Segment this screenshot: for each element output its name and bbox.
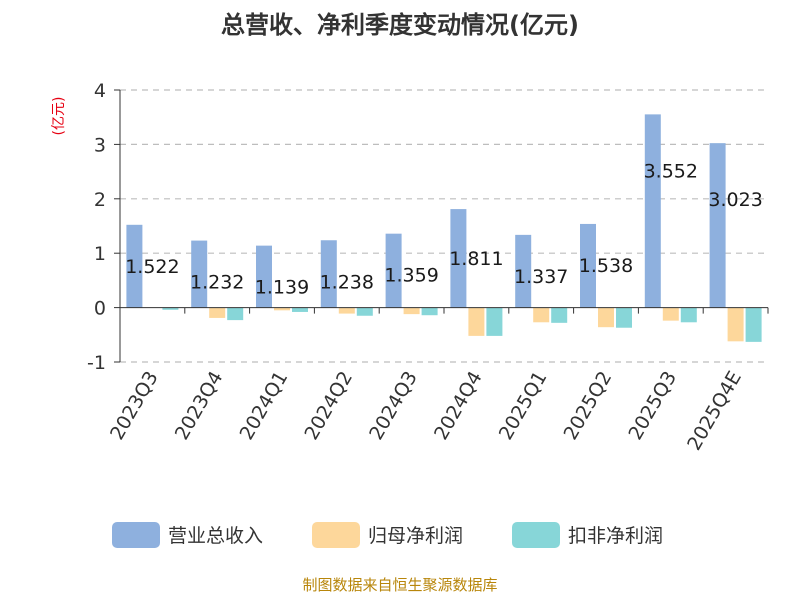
y-tick-label: 1 [94,243,106,265]
legend-label: 归母净利润 [368,525,463,547]
y-tick-label: -1 [87,352,106,374]
data-label: 1.238 [320,271,374,293]
bar-2025Q2-归母净利润 [598,307,614,328]
data-label: 1.359 [384,265,438,287]
bar-2025Q1-扣非净利润 [551,307,568,323]
bar-2025Q1-营业总收入 [515,234,532,308]
bar-2025Q2-扣非净利润 [616,307,632,328]
x-tick-label: 2025Q2 [560,368,617,444]
y-tick-label: 2 [94,189,106,211]
data-label: 1.337 [514,266,568,288]
x-tick-label: 2024Q2 [300,368,357,444]
bar-2023Q4-营业总收入 [191,240,208,308]
bar-2025Q3-归母净利润 [662,307,679,321]
bar-2024Q3-扣非净利润 [421,307,438,316]
y-tick-label: 4 [94,80,106,102]
legend-label: 营业总收入 [168,525,263,547]
bar-2024Q4-营业总收入 [450,209,467,308]
x-tick-label: 2023Q4 [171,368,228,444]
bars [126,114,762,342]
bar-2023Q3-扣非净利润 [162,307,179,310]
y-tick-label: 0 [94,298,106,320]
bar-2025Q4E-归母净利润 [727,307,744,342]
x-tick-label: 2023Q3 [106,368,163,444]
data-label: 1.232 [190,272,244,294]
bar-2024Q1-归母净利润 [274,307,290,311]
bar-2023Q4-扣非净利润 [227,307,244,321]
bar-2025Q1-归母净利润 [533,307,550,323]
bar-2024Q2-扣非净利润 [356,307,373,316]
data-label: 1.538 [579,255,633,277]
bar-2025Q3-营业总收入 [644,114,661,308]
legend-swatch [312,522,360,548]
bar-2024Q3-营业总收入 [385,233,402,308]
bar-2025Q2-营业总收入 [580,223,596,308]
bar-2023Q4-归母净利润 [209,307,226,318]
legend-swatch [512,522,560,548]
legend: 营业总收入 归母净利润 扣非净利润 [112,522,663,548]
legend-swatch [112,522,160,548]
data-label: 3.023 [708,189,762,211]
bar-2025Q4E-营业总收入 [709,143,726,308]
bar-2024Q2-归母净利润 [338,307,355,314]
source-note: 制图数据来自恒生聚源数据库 [302,576,497,594]
x-tick-label: 2024Q1 [236,368,293,444]
bar-2023Q3-营业总收入 [126,224,143,308]
legend-item-营业总收入: 营业总收入 [112,522,263,548]
x-tick-label: 2025Q4E [683,368,746,455]
y-axis-label: (亿元) [51,97,67,136]
chart-title: 总营收、净利季度变动情况(亿元) [221,11,579,39]
bar-2024Q4-扣非净利润 [486,307,503,336]
bar-2024Q1-扣非净利润 [292,307,308,312]
data-label: 3.552 [644,160,698,182]
x-tick-label: 2025Q1 [495,368,552,444]
x-tick-label: 2024Q4 [430,368,487,444]
legend-item-扣非净利润: 扣非净利润 [512,522,663,548]
bar-2025Q4E-扣非净利润 [745,307,762,342]
legend-item-归母净利润: 归母净利润 [312,522,463,548]
bar-2024Q3-归母净利润 [403,307,420,315]
grid [120,89,768,363]
legend-label: 扣非净利润 [568,525,663,547]
x-tick-label: 2025Q3 [624,368,681,444]
x-tick-label: 2024Q3 [365,368,422,444]
data-label: 1.811 [449,248,503,270]
bar-2024Q1-营业总收入 [256,245,272,308]
bar-2024Q4-归母净利润 [468,307,485,336]
data-label: 1.522 [125,256,179,278]
data-label: 1.139 [255,277,309,299]
bar-2024Q2-营业总收入 [320,240,337,308]
bar-2025Q3-扣非净利润 [680,307,697,323]
data-labels: 1.522 1.232 1.139 1.238 1.359 1.811 1.337 1.538… [125,160,763,298]
y-tick-label: 3 [94,134,106,156]
